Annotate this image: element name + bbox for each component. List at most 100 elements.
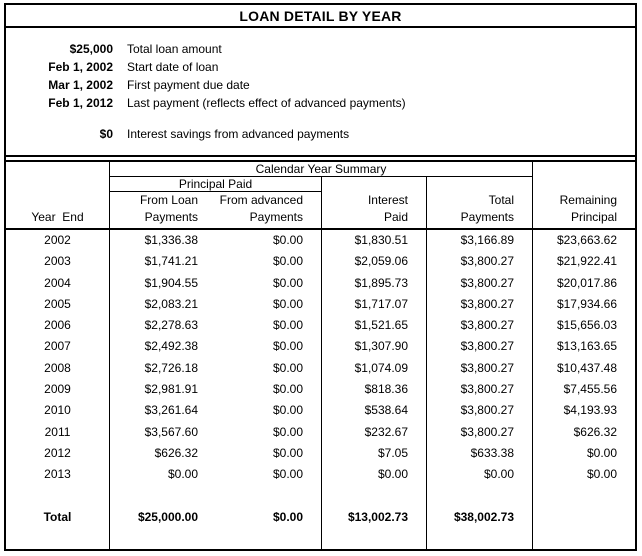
from-loan-cell: $0.00 xyxy=(167,467,198,482)
column-header-from-advanced-payments: From advanced Payments xyxy=(216,192,322,228)
from-advanced-cell: $0.00 xyxy=(216,230,322,252)
table-row: 2010 $3,261.64 $0.00 $538.64 $3,800.27 $4,193… xyxy=(6,400,635,422)
filler-cell xyxy=(110,528,216,549)
header-line: From Loan xyxy=(139,193,198,207)
interest-cell: $232.67 xyxy=(322,421,427,443)
calendar-year-summary-header: Calendar Year Summary xyxy=(110,162,533,177)
total-label: Total xyxy=(6,505,110,528)
table-row: 2006 $2,278.63 $0.00 $1,521.65 $3,800.27 $15,… xyxy=(6,315,635,337)
summary-label: Start date of loan xyxy=(127,60,219,74)
filler-cell xyxy=(427,527,533,549)
interest-cell: $1,830.51 xyxy=(322,230,427,252)
header-spacer-cell xyxy=(533,177,635,192)
spacer-cell xyxy=(533,486,635,506)
summary-row: Feb 1, 2002 Start date of loan xyxy=(6,58,635,76)
interest-cell: $538.64 xyxy=(322,400,427,422)
remaining-cell: $17,934.66 xyxy=(556,296,617,311)
total-interest-cell: $13,002.73 xyxy=(322,505,427,528)
summary-value: Feb 1, 2012 xyxy=(48,96,113,110)
from-loan-cell: $2,083.21 xyxy=(144,296,198,311)
from-advanced-cell: $0.00 xyxy=(216,464,322,486)
interest-cell: $0.00 xyxy=(322,464,427,486)
remaining-cell: $15,656.03 xyxy=(556,318,617,333)
interest-cell: $2,059.06 xyxy=(322,251,427,273)
from-advanced-cell: $0.00 xyxy=(216,379,322,401)
from-loan-cell: $1,336.38 xyxy=(144,233,198,247)
total-from-advanced-cell: $0.00 xyxy=(216,505,322,528)
principal-paid-header-row: Principal Paid xyxy=(6,177,635,192)
from-loan-cell: $626.32 xyxy=(154,445,198,460)
summary-row: Feb 1, 2012 Last payment (reflects effec… xyxy=(6,94,635,112)
from-loan-cell: $2,726.18 xyxy=(144,360,198,375)
remaining-cell: $23,663.62 xyxy=(556,233,617,247)
year-cell: 2008 xyxy=(6,357,110,380)
table-row: 2011 $3,567.60 $0.00 $232.67 $3,800.27 $626.3… xyxy=(6,421,635,443)
report-title: LOAN DETAIL BY YEAR xyxy=(6,5,635,28)
table-row: 2003 $1,741.21 $0.00 $2,059.06 $3,800.27 $21,… xyxy=(6,251,635,273)
filler-cell xyxy=(322,527,427,549)
table-row: 2002 $1,336.38 $0.00 $1,830.51 $3,166.89 $23,… xyxy=(6,230,635,252)
header-line: Payments xyxy=(249,210,303,224)
summary-row: $25,000 Total loan amount xyxy=(6,40,635,58)
header-spacer-cell xyxy=(533,162,635,177)
summary-label: Interest savings from advanced payments xyxy=(127,127,350,141)
header-spacer-cell xyxy=(427,177,533,192)
summary-label: Total loan amount xyxy=(127,42,222,56)
table-row: 2008 $2,726.18 $0.00 $1,074.09 $3,800.27 $10,… xyxy=(6,357,635,380)
total-payments-cell: $3,800.27 xyxy=(427,357,533,380)
remaining-cell: $0.00 xyxy=(586,467,617,482)
header-line: Remaining xyxy=(559,193,617,207)
interest-cell: $1,074.09 xyxy=(322,357,427,380)
from-loan-cell: $1,904.55 xyxy=(144,275,198,290)
from-advanced-cell: $0.00 xyxy=(216,272,322,294)
report-frame: LOAN DETAIL BY YEAR $25,000 Total loan a… xyxy=(4,3,637,551)
year-cell: 2003 xyxy=(6,251,110,273)
loan-summary: $25,000 Total loan amount Feb 1, 2002 St… xyxy=(6,28,635,157)
year-cell: 2009 xyxy=(6,379,110,401)
from-advanced-cell: $0.00 xyxy=(216,442,322,465)
year-cell: 2002 xyxy=(6,230,110,252)
spacer-cell xyxy=(322,485,427,506)
total-payments-cell: $633.38 xyxy=(427,442,533,465)
year-cell: 2006 xyxy=(6,315,110,337)
spacer-cell xyxy=(427,485,533,506)
from-advanced-cell: $0.00 xyxy=(216,400,322,422)
year-cell: 2011 xyxy=(6,421,110,443)
header-line: Interest xyxy=(367,193,408,207)
filler-cell xyxy=(533,528,635,549)
year-cell: 2013 xyxy=(6,464,110,486)
remaining-cell: $0.00 xyxy=(586,445,617,460)
summary-value: $25,000 xyxy=(69,42,113,56)
interest-cell: $7.05 xyxy=(322,442,427,465)
remaining-cell: $13,163.65 xyxy=(556,339,617,354)
total-payments-cell: $0.00 xyxy=(427,464,533,486)
header-line: Paid xyxy=(383,210,408,224)
group-header-row: Calendar Year Summary xyxy=(6,162,635,177)
interest-cell: $1,717.07 xyxy=(322,293,427,316)
summary-value: Mar 1, 2002 xyxy=(48,78,113,92)
from-loan-cell: $3,567.60 xyxy=(144,424,198,439)
year-cell: 2005 xyxy=(6,293,110,316)
summary-value: Feb 1, 2002 xyxy=(48,60,113,74)
total-payments-cell: $3,800.27 xyxy=(427,293,533,316)
total-from-loan-cell: $25,000.00 xyxy=(137,509,198,524)
from-loan-cell: $1,741.21 xyxy=(144,254,198,269)
column-header-from-loan-payments: From Loan Payments xyxy=(110,192,216,228)
remaining-cell: $7,455.56 xyxy=(563,382,617,397)
summary-label: Last payment (reflects effect of advance… xyxy=(127,96,406,110)
principal-paid-header: Principal Paid xyxy=(110,177,322,192)
from-advanced-cell: $0.00 xyxy=(216,251,322,273)
from-loan-cell: $3,261.64 xyxy=(144,403,198,418)
interest-cell: $1,521.65 xyxy=(322,315,427,337)
header-spacer-cell xyxy=(6,177,110,192)
total-payments-cell: $3,800.27 xyxy=(427,251,533,273)
from-advanced-cell: $0.00 xyxy=(216,293,322,316)
table-header: Calendar Year Summary Principal Paid Yea… xyxy=(6,162,635,230)
summary-row: $0 Interest savings from advanced paymen… xyxy=(6,125,635,143)
remaining-cell: $20,017.86 xyxy=(556,275,617,290)
column-header-row: Year End From Loan Payments From advance… xyxy=(6,192,635,228)
total-remaining-cell xyxy=(533,506,635,528)
header-spacer-cell xyxy=(322,177,427,192)
summary-value: $0 xyxy=(99,127,113,141)
from-advanced-cell: $0.00 xyxy=(216,421,322,443)
